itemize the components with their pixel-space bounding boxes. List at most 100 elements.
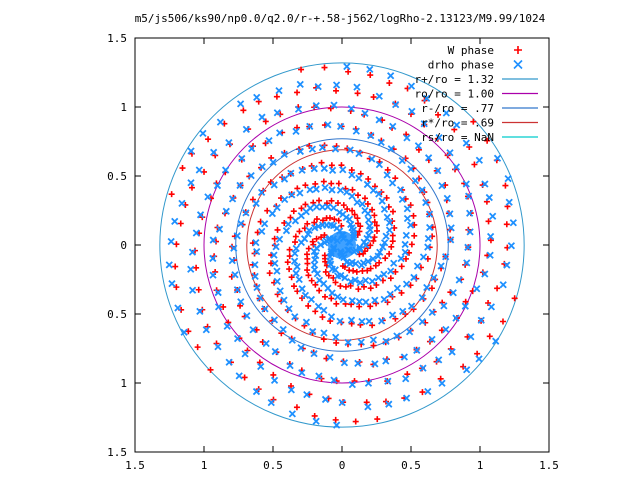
y-tick-label: 0.5 [107,170,127,183]
w-phase-point [471,161,478,168]
drho-phase-point [489,212,497,220]
legend-marker [514,46,522,54]
drho-phase-point [504,175,512,183]
w-phase-point [220,303,227,310]
drho-phase-point [292,244,300,253]
w-phase-point [172,263,179,270]
w-phase-point [327,105,334,112]
w-phase-point [373,282,380,289]
drho-phase-point [374,274,383,282]
drho-phase-point [310,349,318,358]
drho-phase-point [347,316,356,324]
drho-phase-point [348,381,356,389]
drho-phase-point [298,166,306,174]
drho-phase-point [375,160,384,169]
w-phase-point [318,159,325,166]
legend-label: rs/ro = NaN [421,131,494,144]
legend-label: W phase [448,44,494,57]
w-phase-point [310,241,317,248]
drho-phase-point [403,205,411,213]
drho-phase-point [428,335,436,344]
drho-phase-point [379,243,387,251]
drho-phase-point [348,171,356,179]
drho-phase-point [178,199,186,208]
w-phase-point [290,208,297,215]
drho-phase-point [209,271,217,279]
legend-marker [513,59,523,70]
w-phase-point [322,258,329,265]
w-phase-point [415,146,422,153]
drho-phase-point [273,277,281,286]
drho-phase-point [463,366,471,374]
drho-phase-point [362,298,370,306]
drho-phase-point [214,288,222,297]
drho-phase-point [422,198,430,207]
drho-phase-point [338,399,346,407]
drho-phase-point [306,122,314,130]
drho-phase-point [359,259,368,267]
drho-phase-point [376,248,384,256]
w-phase-point [312,308,319,315]
drho-phase-point [347,278,355,286]
drho-phase-point [233,286,242,294]
drho-phase-point [196,211,205,219]
drho-phase-point [357,338,365,346]
drho-phase-point [388,311,397,319]
drho-phase-point [225,358,233,366]
w-phase-point [207,366,214,373]
drho-phase-point [378,197,386,205]
drho-phase-point [290,257,299,265]
drho-phase-point [375,92,383,100]
drho-phase-point [280,175,289,183]
legend-label: drho phase [428,59,494,72]
drho-phase-point [280,150,288,159]
drho-phase-point [381,239,389,247]
w-phase-point [318,234,325,241]
drho-phase-point [355,149,363,158]
drho-phase-point [293,263,301,271]
drho-phase-point [282,227,291,235]
w-phase-point [273,93,280,100]
drho-phase-point [209,236,217,244]
drho-phase-point [455,276,463,284]
w-phase-point [325,272,332,279]
drho-phase-point [273,267,281,275]
drho-phase-point [419,364,427,372]
drho-phase-point [216,118,225,126]
drho-phase-point [398,195,407,204]
drho-phase-point [295,275,303,284]
drho-phase-point [311,224,319,232]
drho-phase-point [187,147,195,155]
drho-phase-point [180,328,188,336]
drho-phase-point [228,195,237,203]
w-phase-point [337,283,344,290]
w-phase-point [389,232,396,239]
drho-phase-point [355,174,363,182]
w-phase-point [322,268,329,275]
drho-phase-point [287,169,295,177]
drho-phase-point [209,254,217,263]
w-phase-point [333,300,340,307]
drho-phase-point [403,214,412,223]
drho-phase-point [288,191,296,199]
drho-phase-point [358,317,366,326]
drho-phase-point [253,283,261,292]
w-phase-point [407,202,414,209]
drho-phase-point [340,359,349,367]
drho-phase-point [215,225,224,233]
drho-phase-point [418,294,426,302]
drho-phase-point [505,198,513,206]
drho-phase-point [499,281,507,289]
drho-phase-point [343,188,351,196]
w-phase-point [290,283,297,290]
w-phase-point [268,260,275,267]
drho-phase-point [434,167,442,175]
w-phase-point [351,211,358,218]
w-phase-point [398,289,405,296]
drho-phase-point [332,81,341,89]
drho-phase-point [188,248,197,256]
w-phase-point [168,191,175,198]
drho-phase-point [462,139,470,147]
w-phase-point [292,239,299,246]
w-phase-point [350,267,357,274]
